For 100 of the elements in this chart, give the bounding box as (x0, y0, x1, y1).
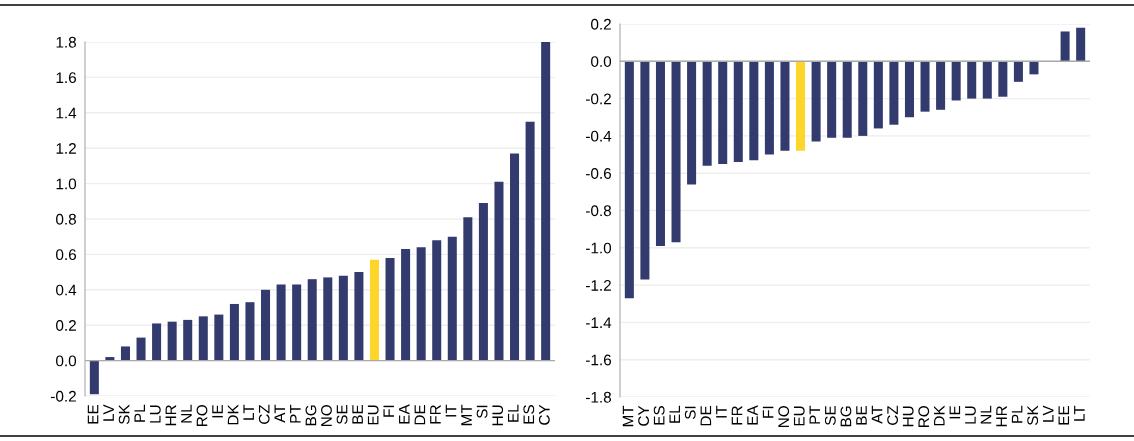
bar (323, 277, 333, 361)
y-tick-label: -1.8 (586, 391, 611, 403)
x-tick-label: LU (965, 406, 976, 424)
bar (120, 346, 130, 361)
bar (998, 61, 1008, 97)
y-tick-label: -0.6 (586, 168, 611, 179)
y-tick-label: 1.2 (56, 143, 76, 154)
x-tick-label: MT (461, 404, 472, 426)
bar (369, 259, 379, 361)
x-tick-label: CY (638, 405, 649, 426)
bar (229, 303, 239, 361)
bar (624, 61, 634, 299)
bar (276, 284, 286, 361)
bar (764, 61, 774, 155)
x-tick-label: DK (934, 405, 945, 426)
bar (307, 279, 317, 361)
x-tick-label: MT (622, 405, 634, 427)
bar (1013, 61, 1023, 82)
bar (1076, 27, 1086, 62)
x-tick-label: PT (809, 405, 821, 424)
y-tick-label: -1.4 (586, 317, 612, 328)
bar (463, 217, 473, 361)
x-tick-label: BG (305, 405, 317, 426)
x-tick-label: NL (980, 405, 992, 424)
x-tick-label: LV (1042, 405, 1054, 422)
bar (354, 272, 364, 361)
bar (447, 236, 457, 361)
x-tick-label: NO (321, 405, 332, 426)
y-tick-label: -1.6 (586, 354, 611, 366)
x-tick-label: HU (902, 406, 914, 427)
bar (655, 61, 665, 246)
bar (478, 203, 488, 361)
bar (811, 61, 821, 142)
x-tick-label: EA (747, 405, 758, 425)
x-tick-label: FI (762, 406, 774, 418)
bar (183, 319, 193, 361)
bar (432, 240, 442, 361)
bar (718, 61, 728, 164)
x-tick-label: IE (949, 405, 961, 419)
x-tick-label: SI (684, 406, 696, 420)
bar (982, 61, 992, 99)
x-tick-label: HR (165, 405, 177, 426)
y-tick-label: -0.2 (51, 390, 76, 402)
x-tick-label: BE (352, 404, 363, 424)
x-tick-label: LT (243, 404, 254, 420)
bar (671, 61, 681, 243)
y-tick-label: -0.8 (586, 205, 611, 217)
bar (702, 61, 712, 166)
x-tick-label: EL (507, 404, 519, 422)
x-tick-label: SK (118, 404, 130, 425)
bar (687, 61, 697, 185)
x-tick-label: DK (227, 404, 239, 425)
bar (416, 247, 426, 361)
bar (967, 61, 977, 99)
x-tick-label: LU (150, 405, 161, 423)
x-tick-label: PL (134, 404, 145, 422)
y-tick-label: 0.0 (56, 355, 77, 367)
bar (245, 302, 255, 361)
x-tick-label: EL (669, 405, 680, 423)
x-tick-label: RO (196, 405, 208, 426)
bar (214, 314, 224, 361)
x-tick-label: PT (290, 404, 301, 423)
x-tick-label: FR (731, 406, 743, 425)
bar (167, 321, 177, 361)
x-tick-label: EE (87, 404, 99, 424)
y-tick-label: 1.4 (56, 107, 77, 119)
x-tick-label: DE (700, 405, 712, 426)
x-tick-label: IT (445, 404, 457, 417)
bar (796, 61, 806, 151)
x-tick-label: IT (716, 405, 727, 418)
bar (842, 61, 852, 138)
x-tick-label: AT (274, 404, 286, 423)
y-tick-label: 1.0 (56, 178, 77, 190)
x-tick-label: CZ (887, 405, 899, 425)
x-tick-label: EU (793, 406, 805, 426)
y-tick-label: -0.2 (586, 93, 611, 105)
x-tick-label: EA (399, 404, 410, 424)
bar (749, 61, 759, 161)
bar (827, 61, 837, 138)
bar (904, 61, 914, 118)
x-tick-label: RO (918, 406, 930, 427)
x-tick-label: EU (367, 405, 379, 425)
y-tick-label: 0.2 (56, 320, 76, 331)
bar (292, 284, 302, 361)
bar (510, 153, 520, 361)
y-tick-label: 0.6 (56, 249, 76, 261)
bar (494, 181, 504, 361)
x-tick-label: SE (824, 405, 836, 426)
x-tick-label: FI (383, 405, 394, 417)
bar (889, 61, 899, 125)
bar (401, 249, 411, 361)
x-tick-label: FR (430, 405, 441, 424)
bar (541, 42, 551, 361)
x-tick-label: BE (856, 405, 867, 425)
y-tick-label: 1.8 (56, 36, 76, 48)
x-tick-label: IE (212, 404, 223, 418)
bar (89, 360, 99, 395)
x-tick-label: ES (523, 405, 535, 424)
y-tick-label: 0.8 (56, 213, 76, 225)
x-tick-label: CY (538, 404, 550, 425)
